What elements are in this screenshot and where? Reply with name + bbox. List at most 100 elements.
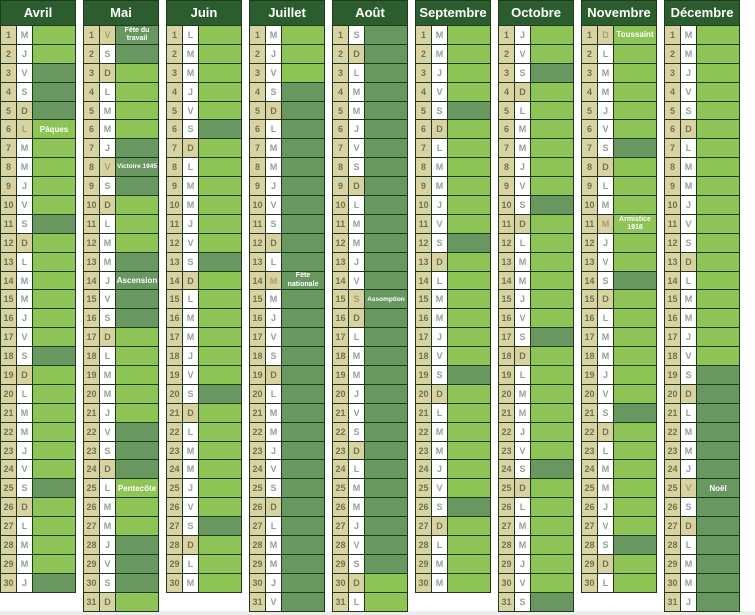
day-cell [116,63,158,82]
day-letter: J [17,441,33,460]
day-letter: J [17,44,33,63]
day-row: 24 M [582,460,656,480]
day-letter: V [598,120,614,139]
day-cell [33,82,75,101]
day-row: 13 V [582,252,656,272]
day-cell [531,101,573,120]
day-number: 21 [1,403,17,422]
day-row: 19 D [250,366,324,385]
day-letter: V [349,139,365,158]
day-number: 4 [665,82,681,101]
day-letter: L [598,44,614,63]
day-row: 23 M [167,441,241,461]
day-row: 30 L [582,573,656,592]
day-row: 20 L [250,384,324,404]
day-letter: M [681,290,697,309]
day-cell [116,498,158,517]
day-number: 15 [499,290,515,309]
day-number: 30 [582,573,598,592]
day-letter: S [681,101,697,120]
day-letter: D [349,177,365,196]
day-number: 20 [333,384,349,403]
day-number: 25 [665,479,681,498]
day-letter: J [183,347,199,366]
day-letter: M [17,422,33,441]
day-letter: S [432,233,448,252]
day-cell [33,214,75,233]
day-cell [697,214,739,233]
day-row: 31 S [499,592,573,611]
day-letter: M [432,309,448,328]
day-number: 8 [499,158,515,177]
day-letter: M [266,422,282,441]
day-number: 28 [1,536,17,554]
day-cell [365,498,407,517]
day-number: 11 [167,214,183,233]
day-row: 18 V [416,347,490,367]
day-letter: M [266,536,282,554]
day-number: 27 [167,517,183,536]
day-cell [199,214,241,233]
day-number: 24 [499,460,515,479]
day-letter: D [515,479,531,498]
day-row: 1 D Toussaint [582,26,656,45]
day-row: 22 M [665,422,739,442]
day-cell [365,536,407,554]
day-letter: V [266,196,282,214]
day-letter: J [100,139,116,158]
day-cell [33,196,75,214]
day-row: 15 S Assomption [333,290,407,310]
day-letter: L [266,384,282,403]
day-row: 11 V [665,214,739,234]
day-cell [614,328,656,347]
day-cell [614,158,656,177]
day-number: 12 [167,233,183,252]
day-row: 28 S [582,536,656,555]
day-cell [116,517,158,536]
day-number: 24 [416,460,432,479]
day-number: 21 [665,403,681,422]
day-row: 20 S [167,384,241,404]
day-letter: M [432,26,448,44]
day-row: 27 V [582,517,656,537]
day-number: 21 [499,403,515,422]
day-row: 18 S [250,347,324,367]
day-letter: S [183,384,199,403]
day-cell [282,441,324,460]
day-number: 24 [167,460,183,479]
day-row: 15 J [499,290,573,310]
day-number: 19 [582,366,598,384]
day-row: 23 M [416,441,490,461]
day-letter: V [598,384,614,403]
day-number: 13 [416,252,432,271]
day-letter: V [100,290,116,309]
day-cell [448,44,490,63]
day-row: 19 M [333,366,407,385]
day-number: 29 [499,554,515,573]
day-row: 16 M [665,309,739,329]
day-number: 11 [665,214,681,233]
day-cell [33,573,75,592]
day-letter: S [681,233,697,252]
day-number: 9 [167,177,183,196]
day-cell [697,460,739,479]
day-number: 9 [665,177,681,196]
day-letter: J [515,26,531,44]
day-number: 3 [250,63,266,82]
day-letter: M [432,44,448,63]
holiday-label: 1918 [627,223,643,231]
day-row: 26 J [582,498,656,518]
day-letter: V [17,328,33,347]
day-row: 14 S [582,271,656,291]
day-cell [282,384,324,403]
day-letter: J [349,517,365,536]
day-letter: L [598,309,614,328]
day-row: 11 J [167,214,241,234]
day-row: 14 V [333,271,407,291]
day-number: 6 [333,120,349,139]
day-number: 5 [665,101,681,120]
